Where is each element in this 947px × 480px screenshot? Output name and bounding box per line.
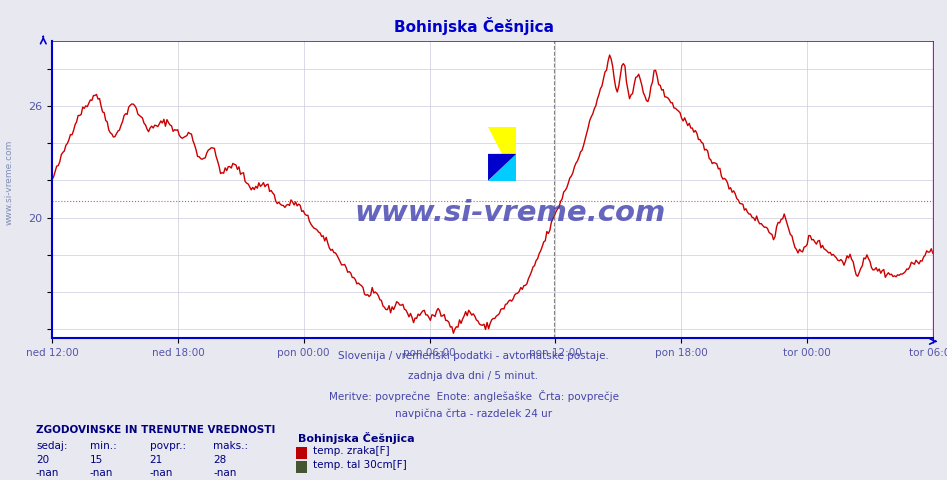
- Text: Bohinjska Češnjica: Bohinjska Češnjica: [298, 432, 415, 444]
- Text: 21: 21: [150, 455, 163, 465]
- Text: sedaj:: sedaj:: [36, 441, 67, 451]
- Text: zadnja dva dni / 5 minut.: zadnja dva dni / 5 minut.: [408, 371, 539, 381]
- Polygon shape: [488, 154, 516, 180]
- Text: Slovenija / vremenski podatki - avtomatske postaje.: Slovenija / vremenski podatki - avtomats…: [338, 351, 609, 361]
- Text: www.si-vreme.com: www.si-vreme.com: [354, 199, 666, 228]
- Text: -nan: -nan: [213, 468, 237, 478]
- Text: -nan: -nan: [36, 468, 60, 478]
- Text: -nan: -nan: [150, 468, 173, 478]
- Text: 20: 20: [36, 455, 49, 465]
- Text: 15: 15: [90, 455, 103, 465]
- Text: www.si-vreme.com: www.si-vreme.com: [5, 140, 14, 225]
- Text: Bohinjska Češnjica: Bohinjska Češnjica: [394, 17, 553, 35]
- Text: povpr.:: povpr.:: [150, 441, 186, 451]
- Text: maks.:: maks.:: [213, 441, 248, 451]
- Polygon shape: [488, 127, 516, 180]
- Text: ZGODOVINSKE IN TRENUTNE VREDNOSTI: ZGODOVINSKE IN TRENUTNE VREDNOSTI: [36, 425, 276, 435]
- Text: temp. zraka[F]: temp. zraka[F]: [313, 446, 389, 456]
- Text: navpična črta - razdelek 24 ur: navpična črta - razdelek 24 ur: [395, 409, 552, 420]
- Text: Meritve: povprečne  Enote: anglešaške  Črta: povprečje: Meritve: povprečne Enote: anglešaške Črt…: [329, 390, 618, 402]
- Text: min.:: min.:: [90, 441, 116, 451]
- Text: 28: 28: [213, 455, 226, 465]
- Text: temp. tal 30cm[F]: temp. tal 30cm[F]: [313, 460, 406, 470]
- Polygon shape: [488, 154, 516, 180]
- Text: -nan: -nan: [90, 468, 114, 478]
